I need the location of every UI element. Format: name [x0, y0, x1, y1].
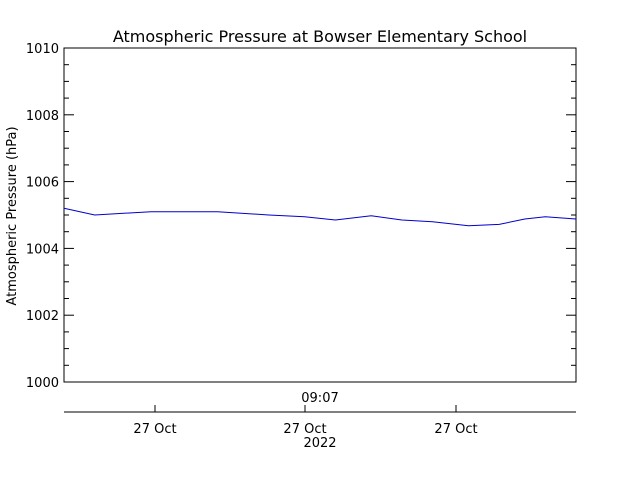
date-label-2: 27 Oct — [283, 422, 326, 437]
y-axis-tick-labels: 1000 1002 1004 1006 1008 1010 — [26, 42, 59, 391]
date-label-1: 27 Oct — [133, 422, 176, 437]
y-axis-label: Atmospheric Pressure (hPa) — [5, 126, 20, 305]
pressure-series-line — [63, 207, 577, 227]
y-tick-label: 1006 — [26, 176, 59, 191]
plot-frame — [63, 47, 577, 383]
y-tick-label: 1000 — [26, 376, 59, 391]
y-tick-label: 1008 — [26, 109, 59, 124]
date-label-3: 27 Oct — [434, 422, 477, 437]
y-tick-label: 1002 — [26, 309, 59, 324]
time-axis-ticks — [154, 405, 457, 412]
y-axis-ticks — [64, 47, 576, 383]
y-tick-label: 1004 — [26, 242, 59, 257]
time-label: 09:07 — [301, 391, 338, 406]
chart-title: Atmospheric Pressure at Bowser Elementar… — [113, 27, 527, 46]
y-tick-label: 1010 — [26, 42, 59, 57]
year-label: 2022 — [303, 436, 336, 451]
